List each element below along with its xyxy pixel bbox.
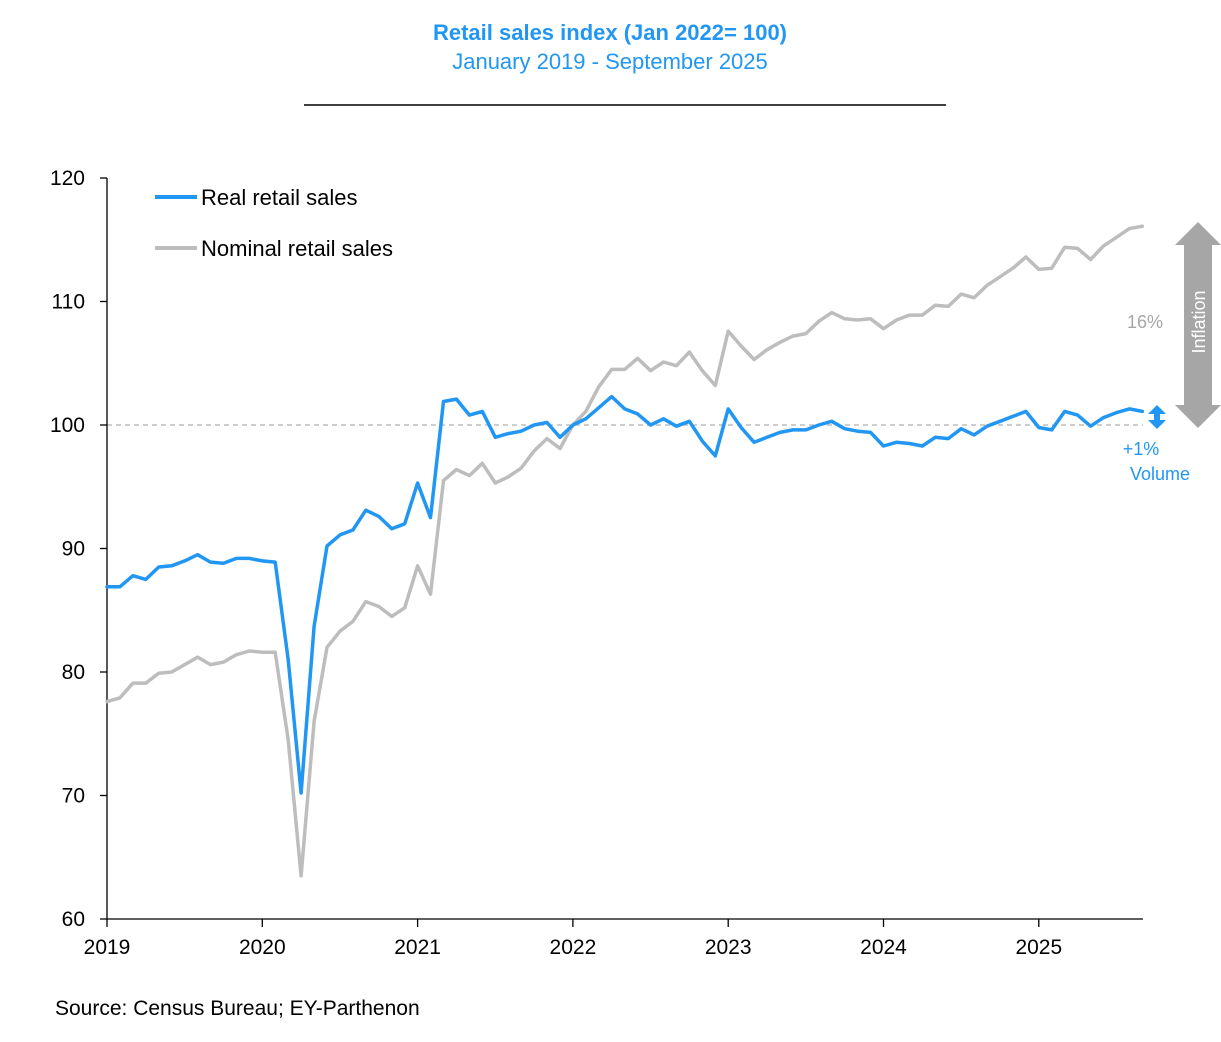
legend-label-real: Real retail sales (201, 185, 358, 210)
series-line-nominal-retail-sales (105, 224, 1145, 878)
x-tick-label: 2021 (394, 936, 441, 959)
y-tick-label: 90 (62, 538, 85, 561)
x-tick-label: 2020 (239, 936, 286, 959)
y-tick-label: 120 (50, 167, 85, 190)
legend-label-nominal: Nominal retail sales (201, 236, 393, 261)
x-tick-label: 2022 (550, 936, 597, 959)
y-tick-label: 100 (50, 414, 85, 437)
inflation-label: Inflation (1189, 290, 1209, 353)
inflation-arrow (1175, 222, 1221, 428)
y-tick-label: 70 (62, 785, 85, 808)
chart-title: Retail sales index (Jan 2022= 100) (433, 20, 787, 45)
volume-label: Volume (1130, 464, 1190, 484)
x-tick-label: 2025 (1015, 936, 1062, 959)
inflation-pct-label: 16% (1127, 312, 1163, 332)
y-tick-label: 80 (62, 661, 85, 684)
annotations: Inflation 16% +1% Volume (1123, 222, 1221, 484)
x-tick-label: 2019 (84, 936, 131, 959)
volume-arrow (1148, 405, 1166, 429)
volume-pct-label: +1% (1123, 439, 1160, 459)
chart-subtitle: January 2019 - September 2025 (452, 49, 768, 74)
source-note: Source: Census Bureau; EY-Parthenon (55, 997, 420, 1020)
y-tick-label: 60 (62, 908, 85, 931)
series-line-real-retail-sales (105, 394, 1145, 795)
legend: Real retail sales Nominal retail sales (155, 185, 393, 261)
axes: 60 70 80 90 100 110 120 2019 2020 2021 2022 2023 202… (50, 167, 1143, 959)
series-layer (105, 224, 1145, 878)
y-tick-label: 110 (52, 291, 85, 314)
x-tick-label: 2024 (860, 936, 907, 959)
x-tick-label: 2023 (705, 936, 752, 959)
